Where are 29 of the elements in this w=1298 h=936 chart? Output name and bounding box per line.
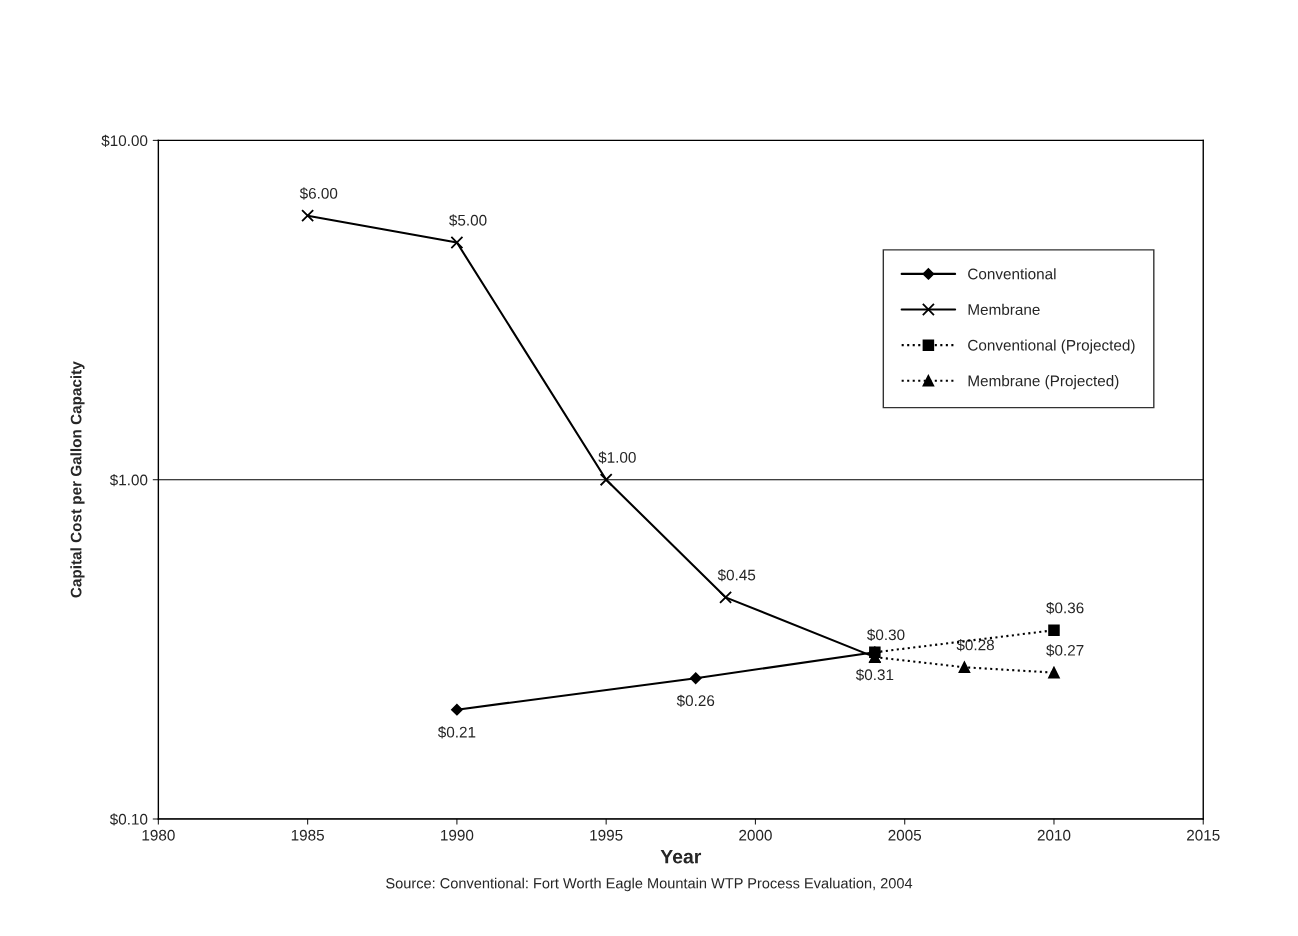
data-label: $0.28 (956, 638, 994, 652)
legend-label: Conventional (Projected) (968, 339, 1135, 354)
x-tick-label: 1990 (441, 829, 474, 841)
legend-label: Membrane (968, 303, 1040, 316)
x-tick-label: 2010 (1037, 829, 1071, 841)
legend-label: Membrane (Projected) (968, 375, 1119, 390)
data-label: $0.30 (867, 628, 905, 642)
data-label: $0.21 (437, 726, 476, 739)
y-tick-label: $10.00 (101, 134, 148, 147)
y-tick-label: $1.00 (109, 473, 148, 487)
legend-label: Conventional (968, 268, 1056, 280)
x-tick-label: 1995 (590, 829, 623, 841)
data-label: $6.00 (299, 187, 338, 200)
x-tick-label: 2000 (739, 829, 772, 841)
x-tick-label: 1985 (291, 829, 324, 841)
data-label: $0.45 (717, 569, 756, 582)
y-axis-title: Capital Cost per Gallon Capacity (70, 361, 85, 598)
x-tick-label: 1980 (142, 829, 175, 841)
data-label: $5.00 (449, 214, 487, 227)
source-note: Source: Conventional: Fort Worth Eagle Mountain WTP Process Evaluation, 2004 (386, 877, 913, 892)
x-axis-title: Year (660, 849, 702, 864)
data-label: $1.00 (598, 451, 636, 464)
data-label: $0.27 (1046, 644, 1084, 657)
data-label: $0.31 (855, 668, 894, 682)
y-tick-label: $0.10 (109, 813, 148, 826)
data-label: $0.36 (1046, 601, 1084, 615)
data-label: $0.26 (676, 694, 715, 707)
x-tick-label: 2015 (1187, 829, 1220, 841)
x-tick-label: 2005 (888, 829, 922, 841)
